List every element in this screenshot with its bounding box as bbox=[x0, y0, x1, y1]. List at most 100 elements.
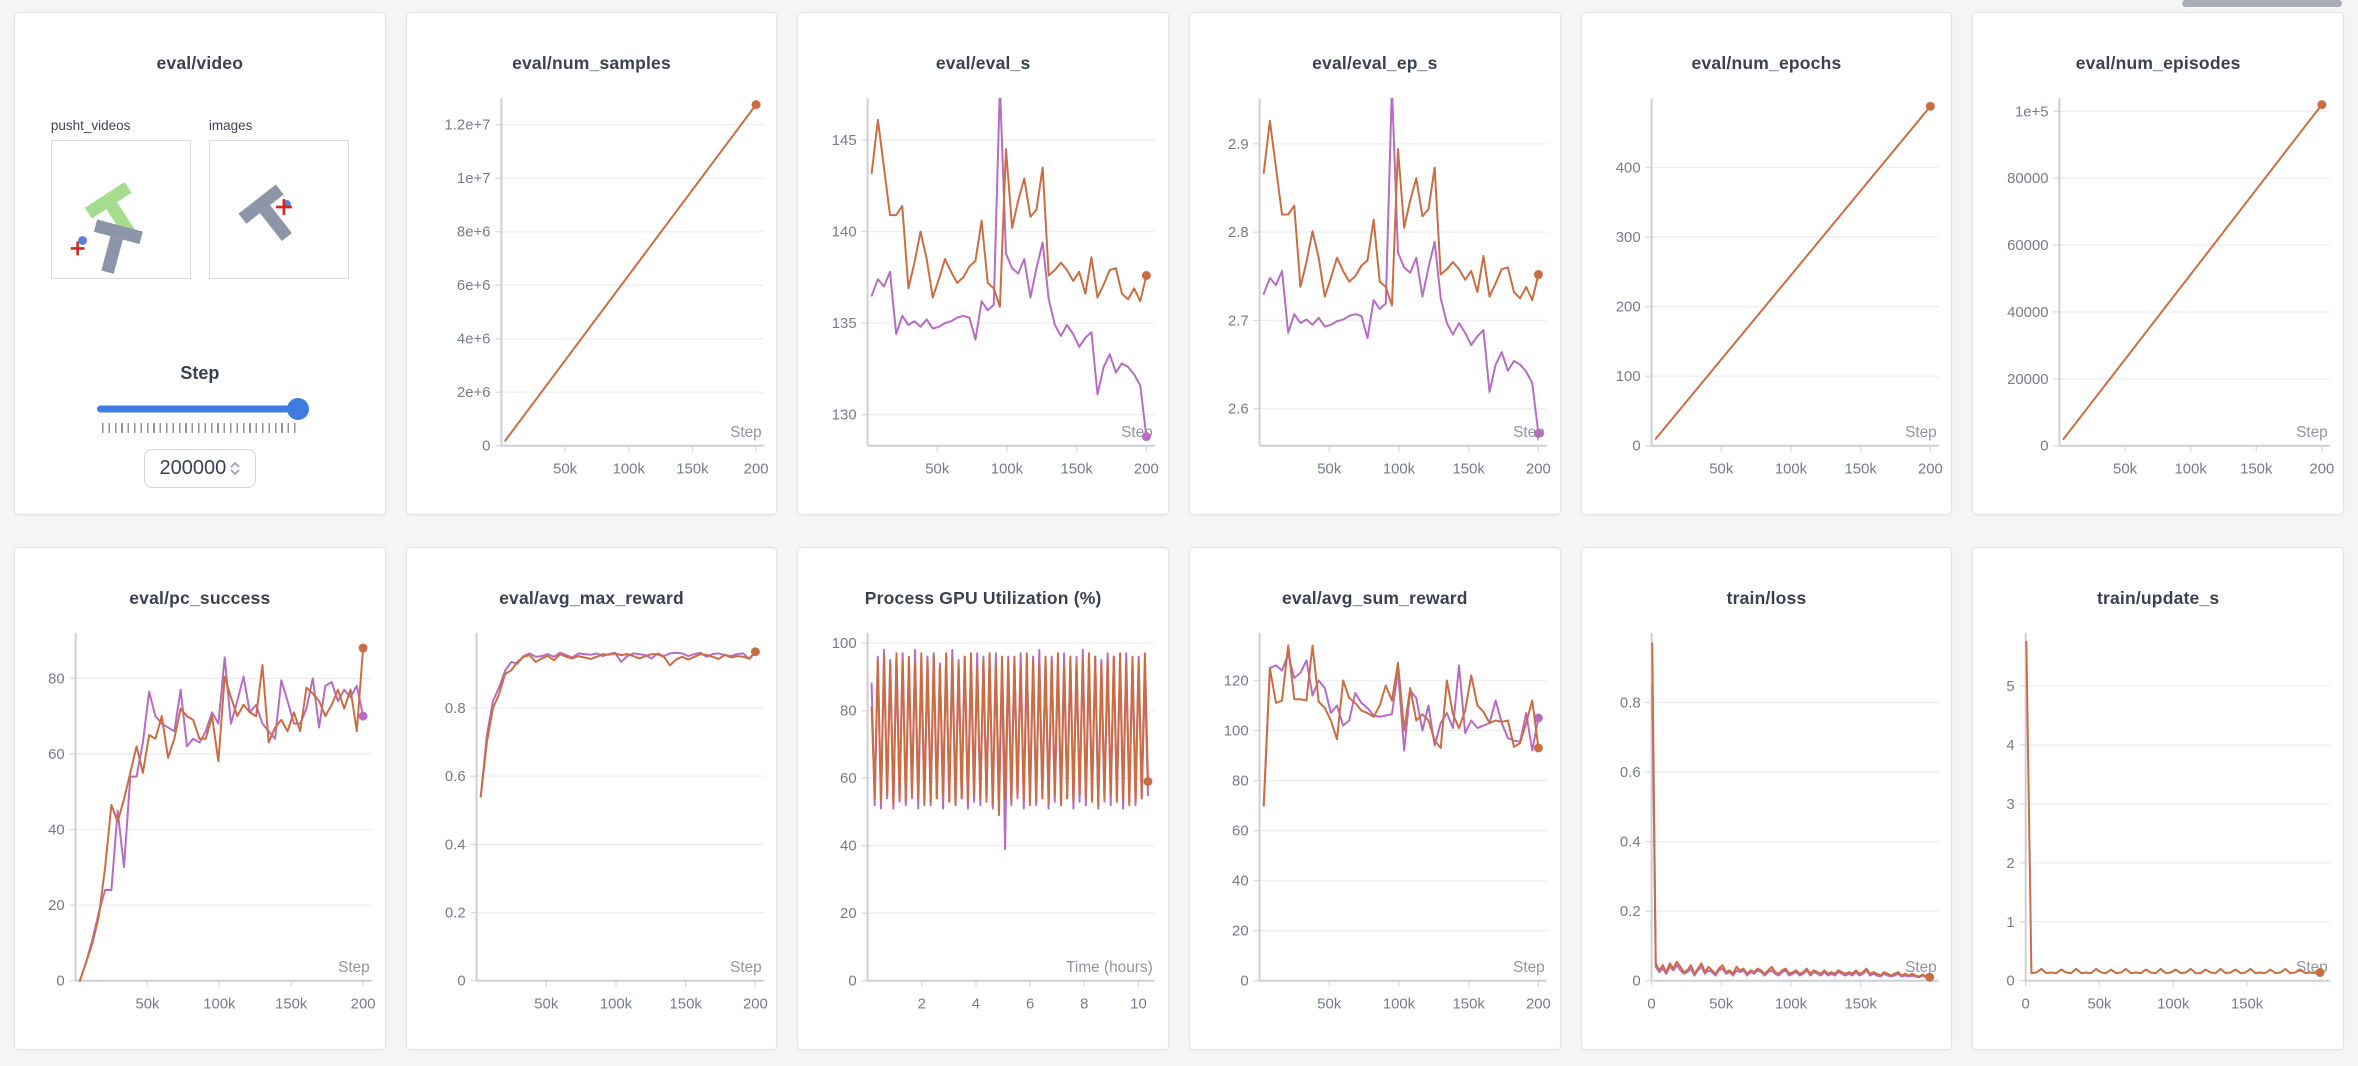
svg-text:150k: 150k bbox=[275, 997, 308, 1013]
svg-text:50k: 50k bbox=[2113, 462, 2138, 478]
slider-track[interactable] bbox=[96, 405, 303, 413]
svg-text:1e+7: 1e+7 bbox=[457, 171, 491, 187]
panel-eval-num-episodes: eval/num_episodes 0 20000 40000 60000 80000 1… bbox=[1972, 12, 2344, 515]
svg-text:0: 0 bbox=[2022, 997, 2030, 1013]
svg-text:50k: 50k bbox=[1709, 997, 1734, 1013]
svg-text:0.2: 0.2 bbox=[1620, 904, 1641, 920]
svg-text:2.6: 2.6 bbox=[1228, 402, 1249, 418]
svg-text:8: 8 bbox=[1080, 997, 1088, 1013]
panel-eval-eval-ep-s: eval/eval_ep_s 2.6 2.7 2.8 2.9 50k 100k 150k 20… bbox=[1188, 12, 1561, 515]
horizontal-scrollbar-thumb[interactable] bbox=[2182, 0, 2342, 7]
svg-text:0.8: 0.8 bbox=[1620, 695, 1641, 711]
chart-title: eval/num_epochs bbox=[1691, 53, 1842, 73]
step-input[interactable]: 200000 bbox=[143, 449, 256, 488]
panel-gpu-utilization: Process GPU Utilization (%) 0 20 40 60 80 100… bbox=[797, 547, 1169, 1050]
media-row: pusht_videos bbox=[15, 118, 385, 279]
svg-text:0: 0 bbox=[56, 974, 64, 990]
line-chart[interactable]: 0 100 200 300 400 50k 100k 150k 200 Step bbox=[1582, 90, 1952, 497]
svg-text:0.2: 0.2 bbox=[445, 906, 466, 922]
line-chart[interactable]: 0 20 40 60 80 100 2 4 6 8 10 Time (hours) bbox=[798, 625, 1168, 1032]
stepper-up-icon[interactable] bbox=[230, 462, 240, 468]
slider-tick-ruler bbox=[101, 423, 298, 433]
svg-text:20: 20 bbox=[840, 906, 857, 922]
stepper-down-icon[interactable] bbox=[230, 469, 240, 475]
svg-text:0.6: 0.6 bbox=[1620, 765, 1641, 781]
svg-text:100k: 100k bbox=[1383, 462, 1416, 478]
svg-text:20: 20 bbox=[48, 898, 65, 914]
panel-train-update-s: train/update_s 0 1 2 3 4 5 0 50k 100k 150k Step bbox=[1972, 547, 2344, 1050]
svg-text:Step: Step bbox=[1905, 959, 1937, 976]
svg-text:100k: 100k bbox=[1774, 997, 1807, 1013]
step-slider[interactable] bbox=[96, 398, 309, 420]
svg-text:2.7: 2.7 bbox=[1228, 313, 1249, 329]
panel-eval-video: eval/video pusht_videos bbox=[14, 12, 386, 515]
svg-text:150k: 150k bbox=[1844, 997, 1877, 1013]
svg-text:4: 4 bbox=[972, 997, 980, 1013]
svg-text:150k: 150k bbox=[1453, 462, 1486, 478]
line-chart[interactable]: 0 0.2 0.4 0.6 0.8 0 50k 100k 150k Step bbox=[1582, 625, 1952, 1032]
line-chart[interactable]: 0 20 40 60 80 50k 100k 150k 200 Step bbox=[15, 625, 385, 1032]
svg-text:0: 0 bbox=[2041, 439, 2049, 455]
svg-text:300: 300 bbox=[1615, 230, 1640, 246]
line-chart[interactable]: 0 0.2 0.4 0.6 0.8 50k 100k 150k 200 Step bbox=[407, 625, 777, 1032]
target-cross bbox=[275, 199, 292, 215]
svg-text:150k: 150k bbox=[1061, 462, 1094, 478]
step-stepper[interactable] bbox=[230, 462, 240, 475]
svg-text:150k: 150k bbox=[1844, 462, 1877, 478]
svg-text:Step: Step bbox=[730, 424, 762, 441]
media-label-images: images bbox=[208, 118, 253, 133]
line-chart[interactable]: 0 2e+6 4e+6 6e+6 8e+6 1e+7 1.2e+7 50k 100k 150k 20… bbox=[407, 90, 777, 497]
svg-text:1: 1 bbox=[2007, 915, 2015, 931]
svg-text:50k: 50k bbox=[1317, 462, 1342, 478]
line-chart[interactable]: 0 20 40 60 80 100 120 50k 100k 150k 200 Step bbox=[1190, 625, 1560, 1032]
chart-title: eval/eval_ep_s bbox=[1312, 53, 1438, 73]
pusht-scene-image bbox=[70, 182, 143, 274]
svg-text:400: 400 bbox=[1615, 160, 1640, 176]
chart-title: eval/avg_sum_reward bbox=[1281, 588, 1468, 608]
chart-title: eval/num_episodes bbox=[2075, 53, 2241, 73]
step-input-value[interactable]: 200000 bbox=[159, 457, 227, 479]
svg-text:0: 0 bbox=[1632, 439, 1640, 455]
svg-text:120: 120 bbox=[1224, 673, 1249, 689]
chart-title: train/update_s bbox=[2096, 588, 2220, 608]
svg-text:1.2e+7: 1.2e+7 bbox=[444, 118, 490, 134]
svg-text:200: 200 bbox=[1918, 462, 1943, 478]
svg-text:0.4: 0.4 bbox=[1620, 835, 1641, 851]
svg-text:100: 100 bbox=[1615, 369, 1640, 385]
svg-text:60: 60 bbox=[840, 771, 857, 787]
panel-eval-eval-s: eval/eval_s 130 135 140 145 50k 100k 150k 200 St… bbox=[797, 12, 1169, 515]
svg-text:Step: Step bbox=[2296, 424, 2328, 441]
line-chart[interactable]: 0 20000 40000 60000 80000 1e+5 50k 100k 150k 200 S… bbox=[1973, 90, 2343, 497]
svg-text:200: 200 bbox=[1526, 462, 1551, 478]
pusht-video-thumbnail[interactable] bbox=[50, 140, 191, 279]
svg-text:100k: 100k bbox=[1383, 997, 1416, 1013]
svg-text:50k: 50k bbox=[135, 997, 160, 1013]
svg-text:50k: 50k bbox=[2088, 997, 2113, 1013]
svg-text:Step: Step bbox=[1905, 424, 1937, 441]
svg-text:200: 200 bbox=[351, 997, 376, 1013]
svg-text:4: 4 bbox=[2007, 738, 2015, 754]
svg-text:2.8: 2.8 bbox=[1228, 225, 1249, 241]
svg-text:0: 0 bbox=[1632, 974, 1640, 990]
svg-text:50k: 50k bbox=[534, 997, 559, 1013]
svg-text:50k: 50k bbox=[926, 462, 951, 478]
panel-eval-num-epochs: eval/num_epochs 0 100 200 300 400 50k 100k 150k… bbox=[1580, 12, 1953, 515]
panel-eval-avg-max-reward: eval/avg_max_reward 0 0.2 0.4 0.6 0.8 50k 100k… bbox=[405, 547, 778, 1050]
svg-text:2e+6: 2e+6 bbox=[457, 385, 491, 401]
svg-text:150k: 150k bbox=[1453, 997, 1486, 1013]
svg-text:20: 20 bbox=[1232, 924, 1249, 940]
slider-thumb[interactable] bbox=[286, 398, 309, 420]
svg-text:200: 200 bbox=[743, 462, 768, 478]
svg-text:200: 200 bbox=[1134, 462, 1159, 478]
chart-title: eval/pc_success bbox=[129, 588, 271, 608]
svg-text:4e+6: 4e+6 bbox=[457, 332, 491, 348]
svg-text:0: 0 bbox=[1647, 997, 1655, 1013]
svg-text:40: 40 bbox=[1232, 874, 1249, 890]
images-thumbnail[interactable] bbox=[208, 140, 349, 279]
chart-title: eval/num_samples bbox=[512, 53, 671, 73]
chart-title: eval/eval_s bbox=[935, 53, 1031, 73]
svg-text:100k: 100k bbox=[599, 997, 632, 1013]
